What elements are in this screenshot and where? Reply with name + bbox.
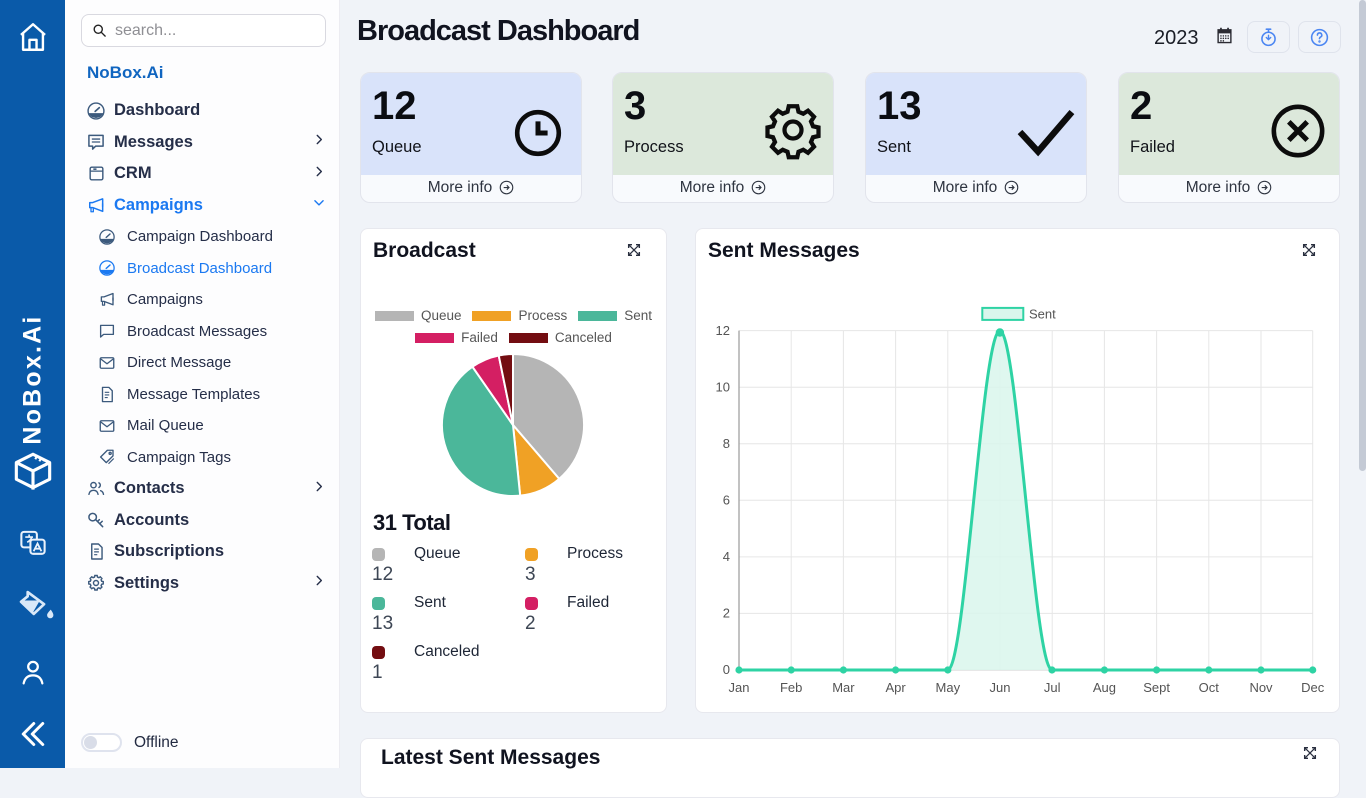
svg-text:May: May bbox=[936, 680, 961, 695]
svg-text:Apr: Apr bbox=[885, 680, 906, 695]
svg-text:Dec: Dec bbox=[1301, 680, 1325, 695]
svg-text:Sept: Sept bbox=[1143, 680, 1170, 695]
svg-text:Aug: Aug bbox=[1093, 680, 1116, 695]
svg-text:Jan: Jan bbox=[729, 680, 750, 695]
svg-text:Jul: Jul bbox=[1044, 680, 1061, 695]
svg-text:4: 4 bbox=[723, 549, 730, 564]
svg-text:0: 0 bbox=[723, 662, 730, 677]
svg-text:Jun: Jun bbox=[990, 680, 1011, 695]
svg-text:Mar: Mar bbox=[832, 680, 855, 695]
svg-text:Sent: Sent bbox=[1029, 307, 1056, 322]
svg-text:2: 2 bbox=[723, 606, 730, 621]
svg-text:8: 8 bbox=[723, 436, 730, 451]
svg-text:6: 6 bbox=[723, 493, 730, 508]
svg-text:Oct: Oct bbox=[1199, 680, 1220, 695]
svg-text:Feb: Feb bbox=[780, 680, 802, 695]
svg-text:Nov: Nov bbox=[1249, 680, 1273, 695]
svg-text:10: 10 bbox=[716, 380, 730, 395]
svg-text:12: 12 bbox=[716, 323, 730, 338]
